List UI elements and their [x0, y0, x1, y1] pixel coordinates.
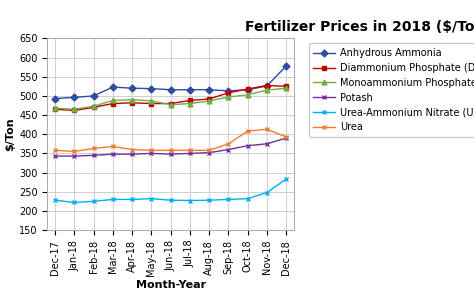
Monoammonium Phosphate (MAP) [52, 106, 58, 110]
Urea [72, 150, 77, 153]
Urea-Ammonium Nitrate (UAN) [283, 177, 289, 181]
Urea-Ammonium Nitrate (UAN) [226, 198, 231, 201]
Legend: Anhydrous Ammonia, Diammonium Phosphate (DAP), Monoammonium Phosphate (MAP), Pot: Anhydrous Ammonia, Diammonium Phosphate … [309, 43, 474, 137]
Potash [110, 153, 116, 156]
Monoammonium Phosphate (MAP) [187, 102, 193, 105]
Anhydrous Ammonia [206, 88, 212, 91]
Line: Urea-Ammonium Nitrate (UAN): Urea-Ammonium Nitrate (UAN) [53, 177, 289, 205]
Urea-Ammonium Nitrate (UAN) [148, 197, 154, 200]
Potash [283, 136, 289, 140]
Urea-Ammonium Nitrate (UAN) [91, 199, 97, 203]
Anhydrous Ammonia [129, 86, 135, 90]
Urea [91, 147, 97, 150]
Urea [110, 145, 116, 148]
Line: Anhydrous Ammonia: Anhydrous Ammonia [53, 63, 289, 101]
Potash [226, 148, 231, 151]
Diammonium Phosphate (DAP) [110, 102, 116, 105]
Anhydrous Ammonia [110, 85, 116, 89]
Potash [168, 153, 173, 156]
Anhydrous Ammonia [283, 64, 289, 68]
Potash [245, 144, 250, 148]
Diammonium Phosphate (DAP) [91, 106, 97, 109]
Diammonium Phosphate (DAP) [168, 102, 173, 105]
Diammonium Phosphate (DAP) [245, 87, 250, 91]
Diammonium Phosphate (DAP) [72, 109, 77, 112]
Title: Fertilizer Prices in 2018 ($/Ton): Fertilizer Prices in 2018 ($/Ton) [245, 20, 474, 35]
Monoammonium Phosphate (MAP) [110, 99, 116, 102]
Urea [206, 149, 212, 152]
Diammonium Phosphate (DAP) [226, 91, 231, 95]
Potash [264, 142, 270, 146]
Monoammonium Phosphate (MAP) [206, 99, 212, 103]
Potash [148, 152, 154, 155]
Urea-Ammonium Nitrate (UAN) [72, 201, 77, 204]
Urea [226, 142, 231, 146]
Monoammonium Phosphate (MAP) [264, 88, 270, 92]
Anhydrous Ammonia [72, 96, 77, 99]
Urea [187, 149, 193, 152]
Monoammonium Phosphate (MAP) [72, 108, 77, 111]
Diammonium Phosphate (DAP) [52, 108, 58, 111]
Monoammonium Phosphate (MAP) [283, 86, 289, 90]
Urea-Ammonium Nitrate (UAN) [110, 198, 116, 201]
Urea [168, 149, 173, 152]
Line: Diammonium Phosphate (DAP): Diammonium Phosphate (DAP) [53, 83, 289, 113]
Anhydrous Ammonia [148, 87, 154, 90]
Anhydrous Ammonia [91, 94, 97, 98]
Line: Potash: Potash [53, 136, 289, 158]
Anhydrous Ammonia [264, 84, 270, 88]
Urea-Ammonium Nitrate (UAN) [129, 198, 135, 201]
Urea [245, 130, 250, 133]
Urea [129, 148, 135, 151]
Diammonium Phosphate (DAP) [283, 85, 289, 88]
Potash [187, 152, 193, 155]
Anhydrous Ammonia [52, 97, 58, 100]
Urea [264, 127, 270, 131]
Monoammonium Phosphate (MAP) [245, 93, 250, 96]
Anhydrous Ammonia [168, 88, 173, 91]
Urea [52, 149, 58, 152]
Urea-Ammonium Nitrate (UAN) [52, 199, 58, 202]
Line: Monoammonium Phosphate (MAP): Monoammonium Phosphate (MAP) [53, 86, 289, 112]
Line: Urea: Urea [53, 127, 289, 154]
Monoammonium Phosphate (MAP) [148, 99, 154, 103]
Diammonium Phosphate (DAP) [187, 99, 193, 102]
Urea-Ammonium Nitrate (UAN) [264, 191, 270, 194]
Monoammonium Phosphate (MAP) [129, 98, 135, 101]
Y-axis label: $/Ton: $/Ton [5, 117, 15, 151]
Diammonium Phosphate (DAP) [264, 84, 270, 87]
Urea-Ammonium Nitrate (UAN) [206, 199, 212, 202]
Urea-Ammonium Nitrate (UAN) [187, 199, 193, 202]
Diammonium Phosphate (DAP) [206, 97, 212, 101]
Diammonium Phosphate (DAP) [148, 102, 154, 105]
Monoammonium Phosphate (MAP) [91, 104, 97, 108]
Potash [129, 153, 135, 156]
Monoammonium Phosphate (MAP) [168, 103, 173, 106]
Urea [283, 135, 289, 139]
Urea-Ammonium Nitrate (UAN) [245, 197, 250, 200]
Potash [52, 154, 58, 158]
X-axis label: Month-Year: Month-Year [136, 280, 206, 290]
Anhydrous Ammonia [226, 89, 231, 93]
Urea [148, 149, 154, 152]
Anhydrous Ammonia [187, 88, 193, 91]
Monoammonium Phosphate (MAP) [226, 95, 231, 99]
Potash [206, 151, 212, 154]
Diammonium Phosphate (DAP) [129, 101, 135, 104]
Potash [91, 153, 97, 157]
Anhydrous Ammonia [245, 88, 250, 91]
Urea-Ammonium Nitrate (UAN) [168, 199, 173, 202]
Potash [72, 154, 77, 158]
